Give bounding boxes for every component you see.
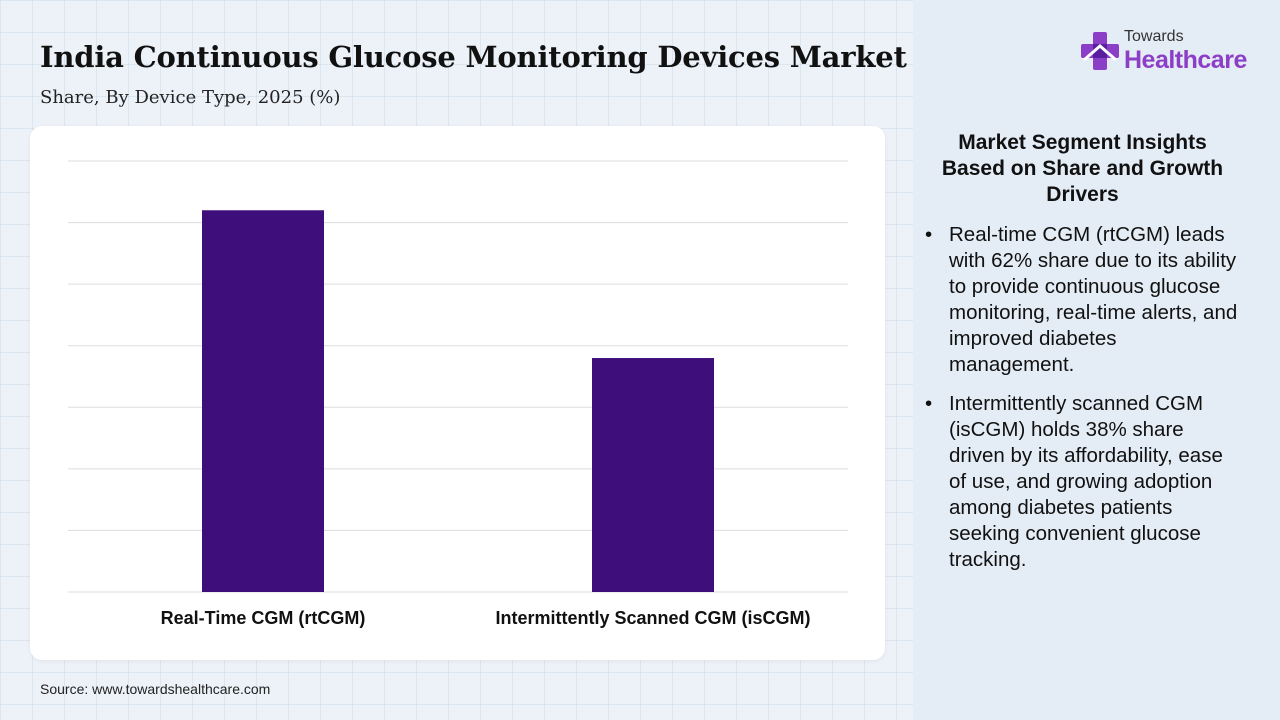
towards-healthcare-logo: Towards Healthcare bbox=[1080, 28, 1260, 78]
chart-card: Real-Time CGM (rtCGM) Intermittently Scan… bbox=[30, 126, 885, 660]
insight-item-iscgm: Intermittently scanned CGM (isCGM) holds… bbox=[925, 391, 1245, 573]
insights-list: Real-time CGM (rtCGM) leads with 62% sha… bbox=[925, 222, 1245, 586]
chart-title: India Continuous Glucose Monitoring Devi… bbox=[40, 40, 907, 74]
logo-text-bottom: Healthcare bbox=[1124, 46, 1247, 74]
chart-subtitle: Share, By Device Type, 2025 (%) bbox=[40, 87, 341, 108]
insights-title: Market Segment Insights Based on Share a… bbox=[941, 131, 1224, 206]
logo-text-top: Towards bbox=[1124, 28, 1184, 45]
bar-1 bbox=[202, 210, 324, 592]
x-tick-label-1: Real-Time CGM (rtCGM) bbox=[161, 608, 366, 628]
medical-cross-icon bbox=[1081, 32, 1119, 70]
bar-chart: Real-Time CGM (rtCGM) Intermittently Scan… bbox=[68, 160, 848, 628]
source-note: Source: www.towardshealthcare.com bbox=[40, 681, 271, 697]
bar-2 bbox=[592, 358, 714, 592]
x-tick-label-2: Intermittently Scanned CGM (isCGM) bbox=[495, 608, 810, 628]
insight-item-rtcgm: Real-time CGM (rtCGM) leads with 62% sha… bbox=[925, 222, 1245, 378]
